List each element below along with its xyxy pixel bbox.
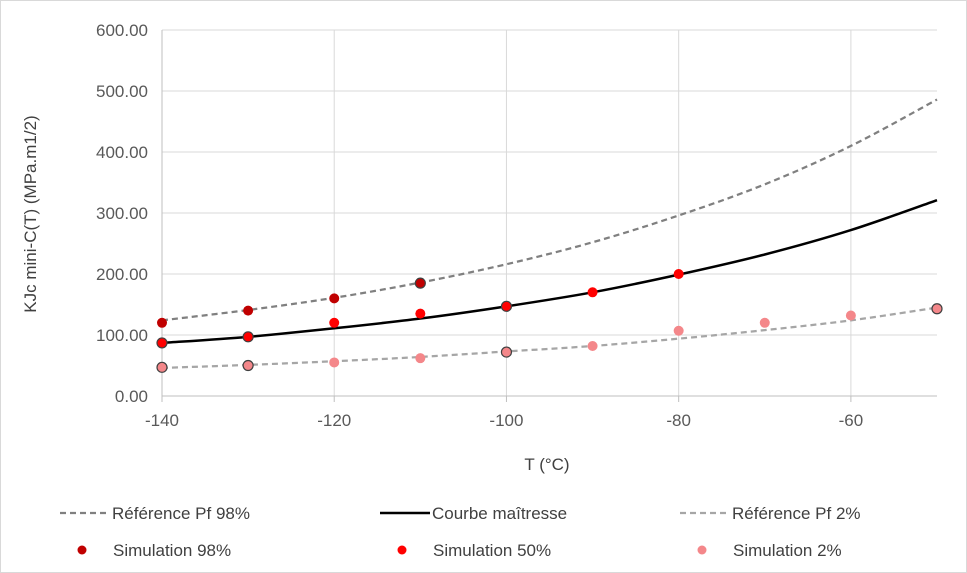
legend-label: Référence Pf 98% — [112, 504, 250, 523]
legend-swatch-marker — [77, 545, 87, 555]
x-tick-label: -140 — [145, 411, 179, 430]
point-simulation-2 — [673, 325, 684, 336]
point-simulation-2 — [156, 361, 168, 373]
y-tick-label: 300.00 — [96, 204, 148, 223]
y-tick-label: 200.00 — [96, 265, 148, 284]
y-tick-label: 500.00 — [96, 82, 148, 101]
x-tick-label: -120 — [317, 411, 351, 430]
point-simulation-50 — [242, 331, 254, 343]
x-axis-title: T (°C) — [524, 455, 569, 474]
point-simulation-50 — [156, 337, 168, 349]
axis-layer: 0.00 100.00 200.00 300.00 400.00 500.00 600.00… — [96, 21, 937, 430]
marker-layer — [156, 269, 943, 373]
point-simulation-2 — [415, 353, 426, 364]
y-tick-label: 600.00 — [96, 21, 148, 40]
legend-item-simulation-2: Simulation 2% — [697, 541, 842, 560]
x-tick-label: -60 — [839, 411, 864, 430]
point-simulation-50 — [415, 308, 426, 319]
series-layer — [161, 98, 938, 370]
point-simulation-50 — [587, 287, 598, 298]
point-simulation-2 — [759, 317, 770, 328]
legend-item-reference-pf-98: Référence Pf 98% — [60, 504, 250, 523]
point-simulation-2 — [845, 310, 856, 321]
legend-label: Simulation 50% — [433, 541, 551, 560]
legend-label: Simulation 98% — [113, 541, 231, 560]
y-tick-label: 0.00 — [115, 387, 148, 406]
point-simulation-2 — [329, 357, 340, 368]
y-axis-title: KJc mini-C(T) (MPa.m1/2) — [21, 115, 40, 312]
point-simulation-50 — [329, 317, 340, 328]
series-line-courbe-maitresse — [161, 199, 938, 345]
point-simulation-98 — [243, 305, 254, 316]
legend: Référence Pf 98% Courbe maîtresse Référenc… — [60, 504, 861, 560]
x-tick-label: -100 — [489, 411, 523, 430]
legend-item-courbe-maitresse: Courbe maîtresse — [380, 504, 567, 523]
point-simulation-2 — [931, 303, 943, 315]
legend-label: Simulation 2% — [733, 541, 842, 560]
point-simulation-98 — [329, 293, 340, 304]
x-tick-label: -80 — [666, 411, 691, 430]
y-tick-label: 100.00 — [96, 326, 148, 345]
legend-item-reference-pf-2: Référence Pf 2% — [680, 504, 861, 523]
point-simulation-2 — [242, 359, 254, 372]
legend-item-simulation-98: Simulation 98% — [77, 541, 231, 560]
series-line-reference-pf-98 — [161, 98, 938, 322]
point-simulation-50 — [500, 300, 513, 312]
legend-swatch-marker — [697, 545, 707, 555]
legend-item-simulation-50: Simulation 50% — [397, 541, 551, 560]
legend-label: Courbe maîtresse — [432, 504, 567, 523]
y-tick-label: 400.00 — [96, 143, 148, 162]
point-simulation-98 — [414, 277, 426, 289]
point-simulation-2 — [587, 340, 598, 351]
point-simulation-98 — [157, 317, 167, 328]
legend-swatch-marker — [397, 545, 407, 555]
point-simulation-2 — [500, 346, 513, 358]
legend-label: Référence Pf 2% — [732, 504, 861, 523]
point-simulation-50 — [673, 269, 684, 279]
